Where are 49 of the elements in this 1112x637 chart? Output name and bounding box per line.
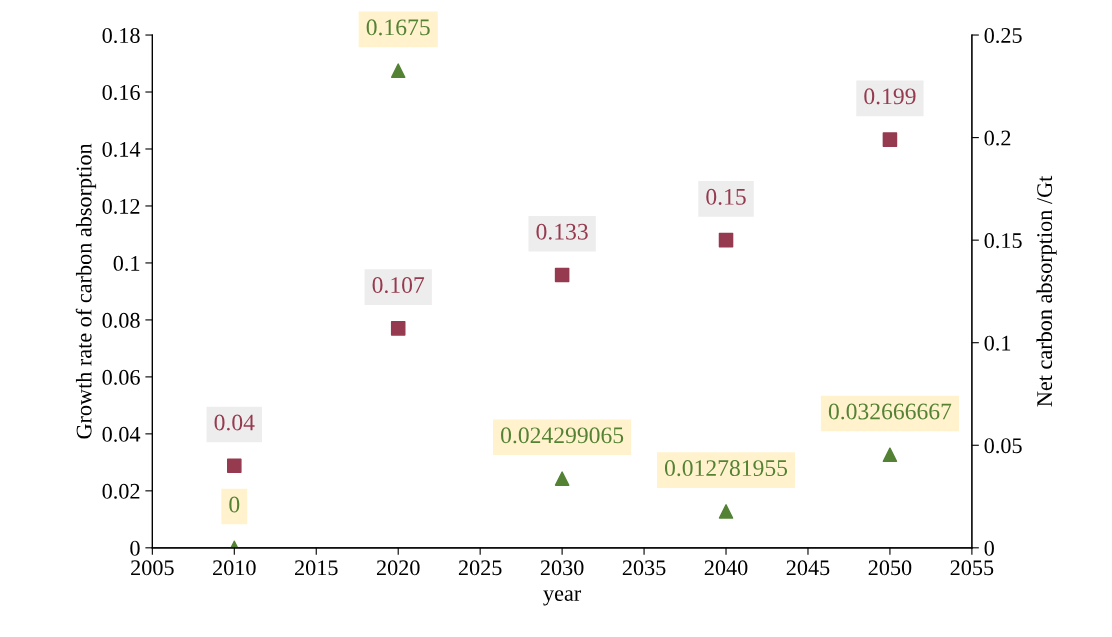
data-label: 0	[229, 496, 240, 513]
y2-tick-label: 0.25	[984, 27, 1022, 44]
y-tick-label: 0.12	[102, 198, 140, 214]
y-tick-label: 0.02	[102, 483, 140, 499]
y2-axis-title: Net carbon absorption /Gt	[1036, 175, 1057, 407]
point	[554, 471, 570, 486]
data-label: 0.024299065	[501, 427, 624, 444]
point	[882, 132, 898, 147]
x-tick-label: 2025	[458, 560, 502, 576]
x-tick-label: 2035	[622, 560, 666, 576]
point	[554, 267, 570, 283]
x-tick-label: 2005	[131, 560, 174, 576]
x-tick-label: 2050	[868, 560, 912, 576]
point	[390, 63, 406, 78]
data-label: 0.199	[864, 88, 916, 105]
x-axis-title: year	[543, 590, 582, 606]
y-tick-label: 0.16	[102, 84, 140, 101]
x-tick-label: 2010	[213, 560, 256, 576]
y2-tick-label: 0.05	[984, 438, 1022, 454]
point	[390, 321, 406, 336]
x-tick-label: 2015	[295, 560, 338, 576]
x-tick-label: 2045	[786, 560, 830, 576]
y-tick-label: 0.18	[102, 27, 140, 44]
x-tick-label: 2020	[376, 560, 420, 576]
y-tick-label: 0.04	[102, 426, 141, 442]
y2-tick-label: 0.2	[984, 130, 1011, 146]
data-label: 0.04	[214, 414, 255, 431]
point	[227, 458, 242, 474]
data-label: 0.15	[706, 188, 746, 205]
y2-tick-label: 0.1	[984, 335, 1011, 351]
data-label: 0.133	[536, 223, 588, 240]
data-label: 0.012781955	[664, 460, 788, 477]
data-label: 0.1675	[366, 19, 430, 36]
y2-tick-label: 0.15	[984, 233, 1022, 249]
data-label: 0.032666667	[828, 403, 952, 420]
y2-tick-label: 0	[984, 540, 994, 556]
x-tick-label: 2030	[540, 560, 584, 576]
x-tick-label: 2055	[950, 560, 994, 576]
y-tick-label: 0.06	[102, 369, 140, 385]
data-label: 0.107	[372, 277, 425, 294]
y-tick-label: 0.1	[113, 255, 140, 271]
y-axis-title: Growth rate of carbon absorption	[75, 143, 97, 439]
y-tick-label: 0.14	[102, 141, 141, 158]
x-tick-label: 2040	[704, 560, 748, 576]
y-tick-label: 0	[130, 540, 140, 556]
point	[718, 504, 734, 519]
y-tick-label: 0.08	[102, 312, 140, 328]
point	[718, 232, 734, 248]
point	[882, 447, 898, 463]
